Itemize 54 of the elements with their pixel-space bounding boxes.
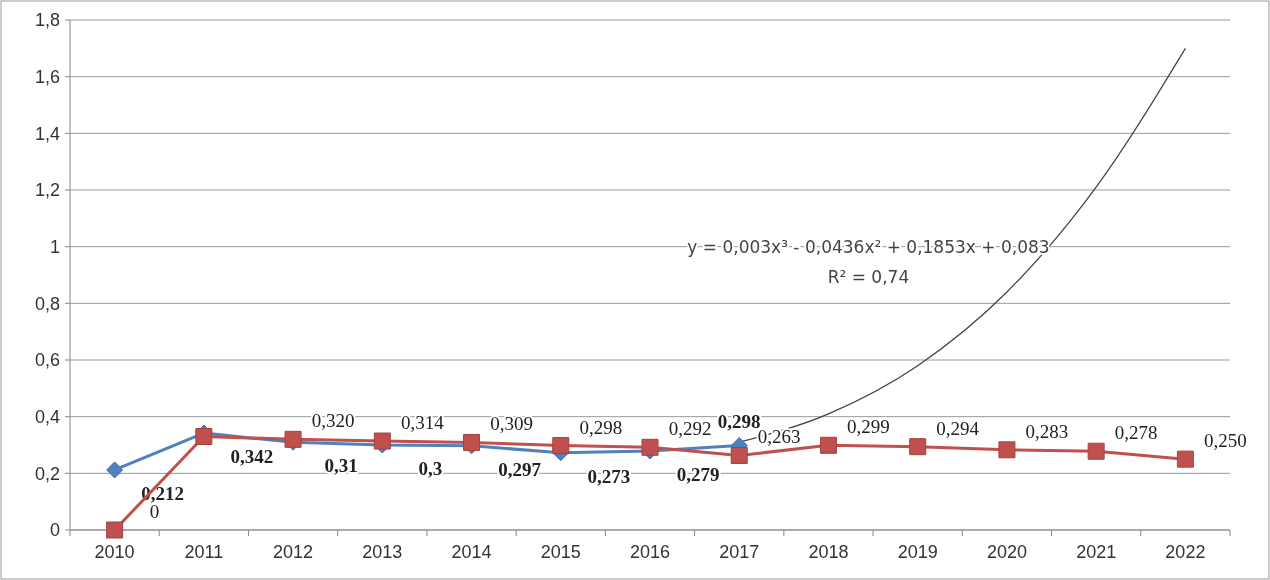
y-tick-label: 1,4 <box>34 123 60 144</box>
y-tick-label: 1 <box>49 236 60 257</box>
x-tick-label: 2011 <box>184 542 224 562</box>
x-tick-label: 2021 <box>1076 542 1117 562</box>
point <box>1087 442 1105 460</box>
x-tick-label: 2017 <box>719 542 760 562</box>
x-tick-label: 2016 <box>629 542 671 562</box>
point <box>463 433 481 451</box>
y-tick-label: 1,8 <box>34 10 60 31</box>
x-tick-label: 2014 <box>451 542 492 562</box>
y-tick-label: 0 <box>49 520 60 541</box>
data-label: 0,283 <box>1025 420 1069 442</box>
data-label: 0,320 <box>311 410 355 432</box>
x-tick-label: 2020 <box>986 542 1027 562</box>
point <box>909 438 927 456</box>
data-label: 0,273 <box>587 465 631 487</box>
data-label: 0,292 <box>668 418 712 440</box>
x-tick-label: 2019 <box>897 542 938 562</box>
point <box>106 521 124 539</box>
data-label: 0,299 <box>847 416 890 438</box>
y-tick-label: 1,6 <box>34 66 60 87</box>
point <box>373 432 391 450</box>
x-tick-label: 2022 <box>1165 542 1206 562</box>
annotation: y = 0,003x³ - 0,0436x² + 0,1853x + 0,083 <box>687 236 1050 257</box>
y-tick-label: 0,2 <box>34 463 60 484</box>
y-tick-label: 0,8 <box>34 293 60 314</box>
data-label: 0,250 <box>1204 430 1247 452</box>
point <box>552 437 570 455</box>
y-tick-label: 0,6 <box>34 350 60 371</box>
x-tick-label: 2018 <box>808 542 849 562</box>
y-tick-label: 1,2 <box>34 180 60 201</box>
data-label: 0,309 <box>490 413 533 435</box>
x-tick-label: 2010 <box>94 542 135 562</box>
point <box>730 446 748 464</box>
data-label: 0,31 <box>324 455 358 477</box>
point <box>641 438 659 456</box>
data-label: 0,279 <box>676 463 720 485</box>
data-label: 0,297 <box>498 458 542 480</box>
data-label: 0,298 <box>579 416 623 438</box>
point <box>998 441 1016 459</box>
data-label: 0,314 <box>400 412 445 434</box>
x-tick-label: 2013 <box>362 542 403 562</box>
x-tick-label: 2015 <box>540 542 581 562</box>
x-tick-label: 2012 <box>273 542 314 562</box>
point <box>106 461 124 479</box>
y-tick-label: 0,4 <box>34 406 60 427</box>
point <box>195 428 213 445</box>
data-label: 0,294 <box>936 417 980 439</box>
data-label: 0,342 <box>230 446 274 468</box>
point <box>1176 450 1194 468</box>
point <box>819 436 837 454</box>
data-label: 0,3 <box>418 458 443 479</box>
annotation: R² = 0,74 <box>827 266 910 287</box>
data-label: 0,278 <box>1114 422 1158 444</box>
